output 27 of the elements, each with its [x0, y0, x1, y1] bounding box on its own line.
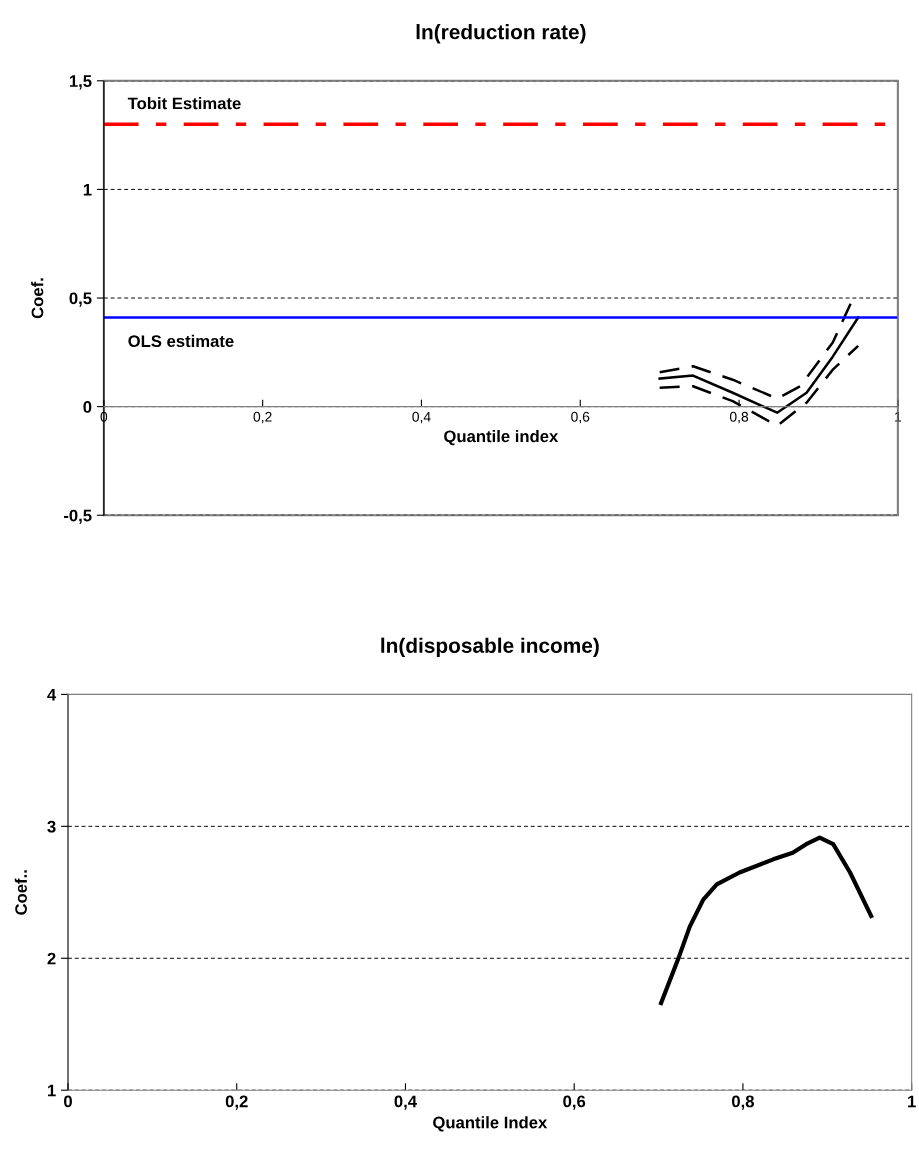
chart-title: ln(reduction rate): [416, 24, 586, 44]
x-tick-label: 1: [908, 1095, 916, 1108]
x-tick-label: 0,4: [394, 1095, 417, 1110]
x-axis-title: Quantile index: [444, 429, 559, 446]
ref-line-label: Tobit Estimate: [127, 97, 241, 110]
y-tick-label: 3: [47, 820, 56, 833]
y-tick-label: 4: [47, 688, 57, 701]
x-tick-label: 0,2: [225, 1095, 248, 1110]
x-tick-label: 0,8: [732, 1095, 754, 1110]
x-tick-label: 0,2: [253, 411, 272, 424]
x-tick-label: 0,4: [412, 411, 431, 424]
chart-title: ln(disposable income): [381, 637, 599, 658]
x-tick-label: 0,6: [571, 411, 590, 424]
y-tick-label: -0,5: [63, 509, 92, 524]
y-tick-label: 0: [83, 401, 92, 413]
x-axis-title: Quantile Index: [433, 1116, 548, 1132]
y-axis-title: Coef..: [14, 870, 27, 915]
y-tick-label: 1,5: [69, 75, 92, 90]
y-tick-label: 1: [47, 1084, 56, 1097]
y-axis-title: Coef.: [31, 278, 44, 319]
y-tick-label: 1: [83, 183, 92, 196]
line-series: [658, 344, 860, 427]
ref-line-label: OLS estimate: [128, 334, 234, 348]
y-tick-label: 2: [47, 952, 56, 965]
y-tick-label: 0,5: [69, 292, 92, 307]
x-tick-label: 0,6: [563, 1095, 586, 1110]
x-tick-label: 0,8: [729, 411, 749, 424]
